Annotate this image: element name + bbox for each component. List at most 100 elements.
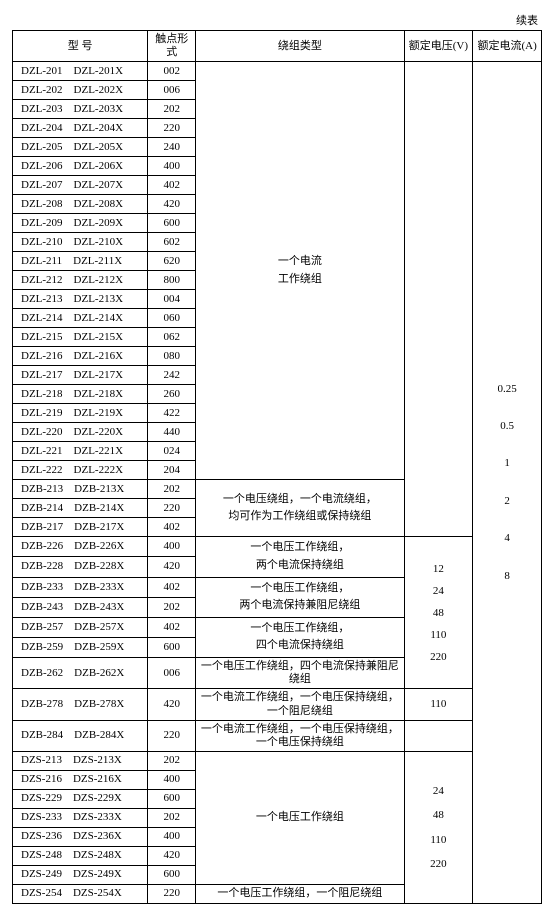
- model: DZS-233 DZS-233X: [13, 809, 148, 828]
- voltage: 122448110220: [404, 537, 473, 689]
- contact: 600: [148, 866, 196, 885]
- contact: 002: [148, 62, 196, 81]
- model: DZS-249 DZS-249X: [13, 866, 148, 885]
- model: DZL-206 DZL-206X: [13, 157, 148, 176]
- voltage-empty: [404, 720, 473, 751]
- contact: 204: [148, 461, 196, 480]
- model: DZL-216 DZL-216X: [13, 347, 148, 366]
- model: DZL-205 DZL-205X: [13, 138, 148, 157]
- model: DZB-228 DZB-228X: [13, 557, 148, 577]
- model: DZL-211 DZL-211X: [13, 252, 148, 271]
- model: DZS-216 DZS-216X: [13, 771, 148, 790]
- model: DZB-262 DZB-262X: [13, 657, 148, 688]
- contact: 024: [148, 442, 196, 461]
- contact: 400: [148, 157, 196, 176]
- model: DZL-217 DZL-217X: [13, 366, 148, 385]
- model: DZL-213 DZL-213X: [13, 290, 148, 309]
- model: DZB-243 DZB-243X: [13, 597, 148, 617]
- winding: 一个电压工作绕组，四个电流保持兼阻尼绕组: [196, 657, 404, 688]
- model: DZB-284 DZB-284X: [13, 720, 148, 751]
- contact: 202: [148, 752, 196, 771]
- contact: 402: [148, 176, 196, 195]
- model: DZB-233 DZB-233X: [13, 577, 148, 597]
- model: DZL-202 DZL-202X: [13, 81, 148, 100]
- model: DZL-215 DZL-215X: [13, 328, 148, 347]
- contact: 600: [148, 637, 196, 657]
- voltage-empty: [404, 62, 473, 537]
- contact: 006: [148, 657, 196, 688]
- contact: 602: [148, 233, 196, 252]
- contact: 400: [148, 537, 196, 557]
- current-values: 0.250.51248: [473, 62, 542, 904]
- contact: 400: [148, 828, 196, 847]
- contact: 060: [148, 309, 196, 328]
- model: DZL-209 DZL-209X: [13, 214, 148, 233]
- winding: 一个电压工作绕组，一个阻尼绕组: [196, 885, 404, 904]
- voltage: 110: [404, 689, 473, 720]
- contact: 004: [148, 290, 196, 309]
- contact: 220: [148, 499, 196, 518]
- contact: 062: [148, 328, 196, 347]
- model: DZS-254 DZS-254X: [13, 885, 148, 904]
- col-contact: 触点形式: [148, 31, 196, 62]
- contact: 402: [148, 577, 196, 597]
- contact: 220: [148, 885, 196, 904]
- model: DZL-204 DZL-204X: [13, 119, 148, 138]
- model: DZL-220 DZL-220X: [13, 423, 148, 442]
- model: DZB-214 DZB-214X: [13, 499, 148, 518]
- contact: 260: [148, 385, 196, 404]
- winding: 一个电压绕组，一个电流绕组，均可作为工作绕组或保持绕组: [196, 480, 404, 537]
- model: DZB-213 DZB-213X: [13, 480, 148, 499]
- model: DZL-207 DZL-207X: [13, 176, 148, 195]
- model: DZL-203 DZL-203X: [13, 100, 148, 119]
- winding: 一个电流工作绕组，一个电压保持绕组，一个阻尼绕组: [196, 689, 404, 720]
- contact: 202: [148, 809, 196, 828]
- contact: 006: [148, 81, 196, 100]
- contact: 620: [148, 252, 196, 271]
- contact: 220: [148, 119, 196, 138]
- contact: 202: [148, 100, 196, 119]
- model: DZB-226 DZB-226X: [13, 537, 148, 557]
- spec-table: 型 号触点形式绕组类型额定电压(V)额定电流(A)DZL-201 DZL-201…: [12, 30, 542, 904]
- contact: 420: [148, 195, 196, 214]
- model: DZS-236 DZS-236X: [13, 828, 148, 847]
- contact: 242: [148, 366, 196, 385]
- contact: 420: [148, 557, 196, 577]
- contact: 600: [148, 790, 196, 809]
- model: DZB-278 DZB-278X: [13, 689, 148, 720]
- model: DZB-217 DZB-217X: [13, 518, 148, 537]
- voltage: 2448110220: [404, 752, 473, 904]
- model: DZS-229 DZS-229X: [13, 790, 148, 809]
- winding: 一个电压工作绕组，两个电流保持绕组: [196, 537, 404, 577]
- winding: 一个电压工作绕组，四个电流保持绕组: [196, 617, 404, 657]
- contact: 800: [148, 271, 196, 290]
- model: DZL-221 DZL-221X: [13, 442, 148, 461]
- contact: 420: [148, 847, 196, 866]
- winding: 一个电压工作绕组: [196, 752, 404, 885]
- model: DZL-208 DZL-208X: [13, 195, 148, 214]
- model: DZL-219 DZL-219X: [13, 404, 148, 423]
- model: DZL-201 DZL-201X: [13, 62, 148, 81]
- contact: 240: [148, 138, 196, 157]
- col-model: 型 号: [13, 31, 148, 62]
- winding: 一个电流工作绕组，一个电压保持绕组，一个电压保持绕组: [196, 720, 404, 751]
- col-voltage: 额定电压(V): [404, 31, 473, 62]
- contact: 402: [148, 518, 196, 537]
- contact: 202: [148, 597, 196, 617]
- col-current: 额定电流(A): [473, 31, 542, 62]
- contact: 440: [148, 423, 196, 442]
- contact: 420: [148, 689, 196, 720]
- winding: 一个电压工作绕组，两个电流保持兼阻尼绕组: [196, 577, 404, 617]
- model: DZL-212 DZL-212X: [13, 271, 148, 290]
- contact: 202: [148, 480, 196, 499]
- winding: 一个电流工作绕组: [196, 62, 404, 480]
- contact: 402: [148, 617, 196, 637]
- contact: 080: [148, 347, 196, 366]
- model: DZB-257 DZB-257X: [13, 617, 148, 637]
- contact: 400: [148, 771, 196, 790]
- model: DZS-248 DZS-248X: [13, 847, 148, 866]
- contact: 220: [148, 720, 196, 751]
- model: DZS-213 DZS-213X: [13, 752, 148, 771]
- model: DZL-222 DZL-222X: [13, 461, 148, 480]
- model: DZL-214 DZL-214X: [13, 309, 148, 328]
